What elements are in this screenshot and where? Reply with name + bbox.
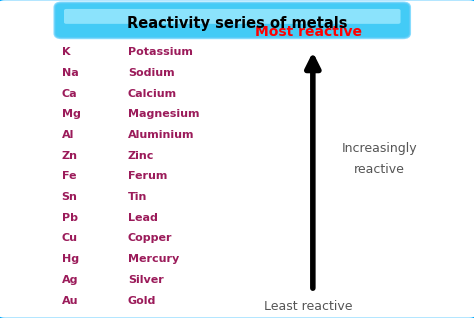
Text: Al: Al	[62, 130, 74, 140]
Text: Mercury: Mercury	[128, 254, 179, 264]
Text: Au: Au	[62, 295, 78, 306]
FancyBboxPatch shape	[64, 9, 401, 24]
Text: Magnesium: Magnesium	[128, 109, 200, 120]
Text: Sodium: Sodium	[128, 68, 174, 78]
Text: Mg: Mg	[62, 109, 81, 120]
Text: Reactivity series of metals: Reactivity series of metals	[127, 16, 347, 31]
Text: Silver: Silver	[128, 275, 164, 285]
Text: Na: Na	[62, 68, 78, 78]
Text: Potassium: Potassium	[128, 47, 193, 58]
Text: Least reactive: Least reactive	[264, 301, 352, 313]
Text: Ca: Ca	[62, 89, 77, 99]
FancyBboxPatch shape	[55, 3, 410, 38]
Text: Hg: Hg	[62, 254, 79, 264]
Text: Aluminium: Aluminium	[128, 130, 194, 140]
FancyBboxPatch shape	[55, 3, 410, 38]
Text: Ferum: Ferum	[128, 171, 167, 182]
Text: Increasingly
reactive: Increasingly reactive	[341, 142, 417, 176]
Text: Copper: Copper	[128, 233, 173, 244]
Text: Pb: Pb	[62, 213, 78, 223]
Text: Most reactive: Most reactive	[255, 25, 362, 39]
Text: Sn: Sn	[62, 192, 77, 202]
Text: Zn: Zn	[62, 151, 78, 161]
Text: Ag: Ag	[62, 275, 78, 285]
Text: Lead: Lead	[128, 213, 158, 223]
Text: Tin: Tin	[128, 192, 147, 202]
Text: K: K	[62, 47, 70, 58]
Text: Calcium: Calcium	[128, 89, 177, 99]
Text: Fe: Fe	[62, 171, 76, 182]
Text: Zinc: Zinc	[128, 151, 155, 161]
Text: Cu: Cu	[62, 233, 78, 244]
Text: Gold: Gold	[128, 295, 156, 306]
